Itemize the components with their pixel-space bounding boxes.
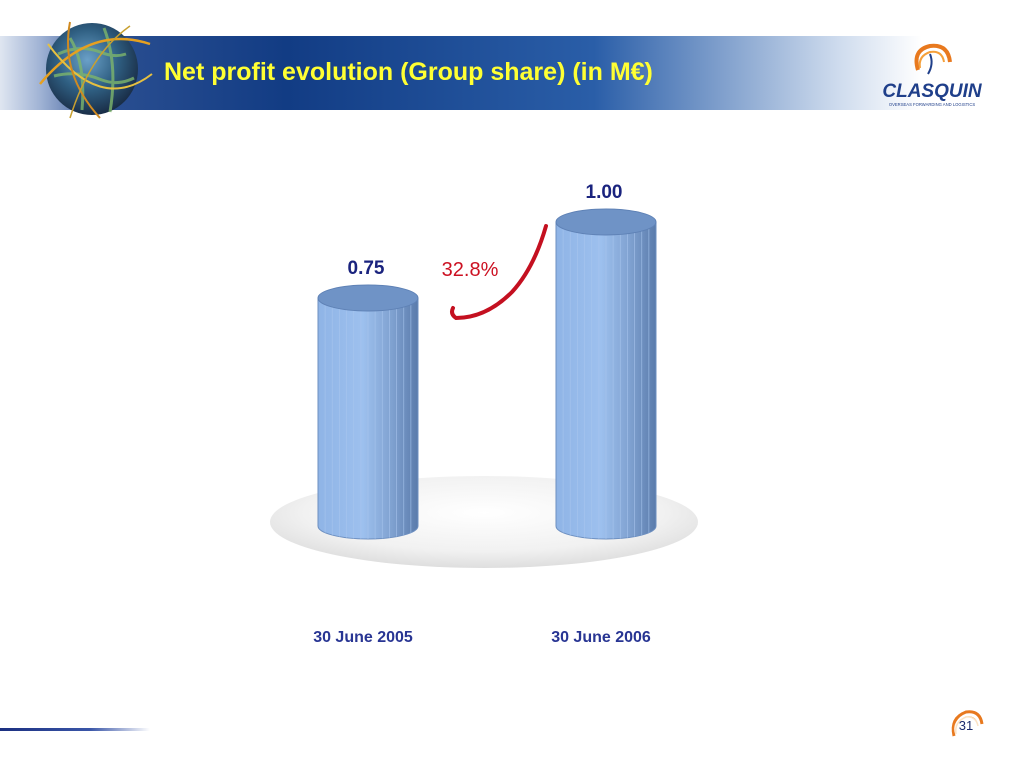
header-band: [0, 36, 1024, 110]
page-badge-icon: [951, 710, 984, 742]
growth-label: 32.8%: [442, 259, 499, 281]
clasquin-logo: CLASQUIN OVERSEAS FORWARDING AND LOGISTI…: [882, 43, 983, 107]
bar: [317, 284, 419, 540]
category-label: 30 June 2006: [551, 629, 651, 646]
data-label: 0.75: [348, 258, 385, 279]
growth-arrow: [450, 224, 548, 321]
data-labels-group: 0.75 1.00: [348, 182, 623, 279]
logo-wordmark: CLASQUIN: [882, 81, 983, 102]
globe-icon: [39, 21, 153, 119]
logo-tagline: OVERSEAS FORWARDING AND LOGISTICS: [889, 102, 976, 107]
bar: [555, 208, 657, 540]
bars-group: [317, 208, 657, 540]
page-number: 31: [958, 718, 974, 733]
data-label: 1.00: [586, 182, 623, 203]
category-labels-group: 30 June 2005 30 June 2006: [313, 629, 651, 646]
bottom-rule: [0, 728, 150, 731]
slide-title: Net profit evolution (Group share) (in M…: [164, 58, 653, 86]
category-label: 30 June 2005: [313, 629, 413, 646]
